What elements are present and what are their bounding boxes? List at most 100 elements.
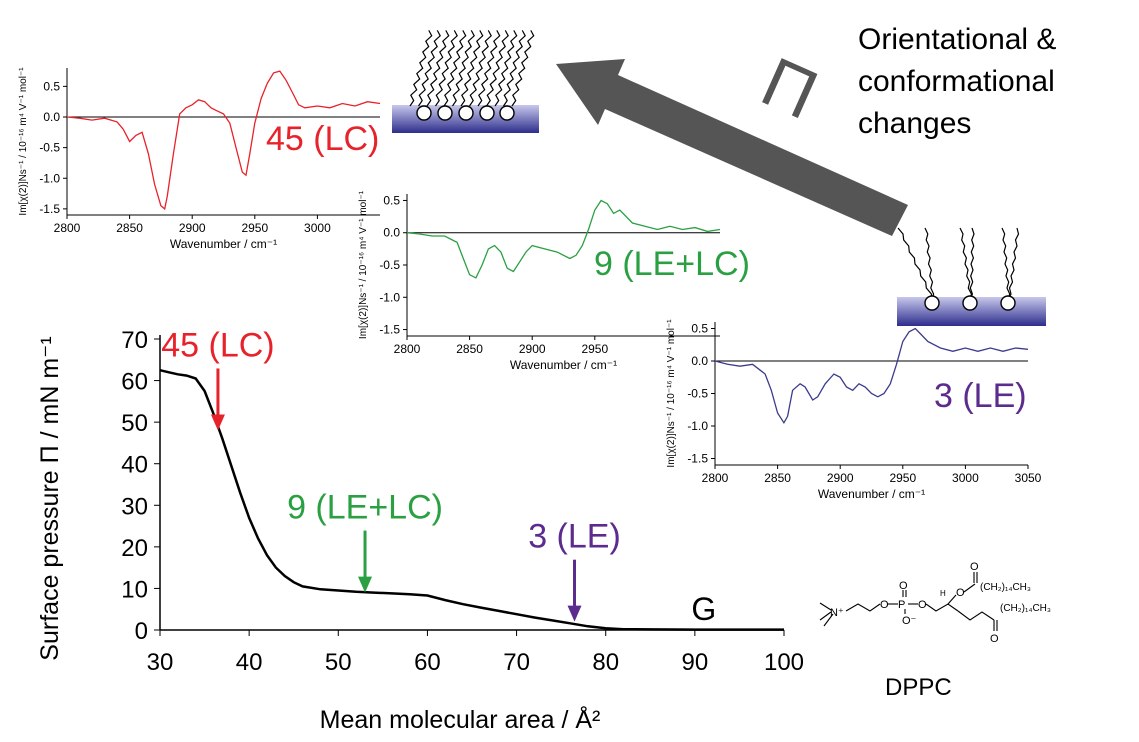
isotherm-y-tick-label: 40 [121, 452, 148, 479]
lc-alkyl-chain [452, 30, 475, 107]
spectrum-lc-y-tick-label: -1.0 [39, 171, 60, 185]
svg-text:O: O [899, 580, 908, 592]
le-headgroup [962, 295, 978, 311]
spectrum-lc-x-tick-label: 2950 [241, 221, 268, 235]
spectrum-lele-y-label: Im[χ(2)]Ns⁻¹ / 10⁻¹⁶ m⁴ V⁻¹ mol⁻¹ [358, 190, 369, 339]
isotherm-x-tick-label: 80 [592, 649, 619, 676]
orientation-text-line-2: conformational [858, 65, 1055, 98]
spectrum-lc-y-tick-label: 0.5 [43, 79, 60, 93]
spectrum-le-y-tick-label: -1.0 [687, 419, 708, 433]
lc-alkyl-chain [426, 30, 450, 107]
spectrum-le-y-tick-label: 0.5 [691, 322, 708, 336]
isotherm-annotation: G [691, 591, 716, 627]
spectrum-le-chart: 2800 2850 2900 2950 3000 3050 0.5 0.0 -0.5 -1.0 -1… [666, 319, 1042, 501]
dppc-structure: N⁺ O P O O⁻ O O O (CH₂)₁₄CH₃ H O (CH₂)₁₄… [819, 561, 1051, 645]
svg-text:H: H [940, 589, 946, 598]
isotherm-y-tick-label: 60 [121, 369, 148, 396]
spectrum-lele-x-label: Wavenumber / cm⁻¹ [510, 358, 617, 372]
isotherm-x-tick-label: 70 [503, 649, 530, 676]
isotherm-x-tick-label: 100 [764, 649, 804, 676]
spectrum-le-x-tick-label: 3050 [1015, 471, 1042, 485]
svg-text:O: O [970, 561, 979, 573]
spectrum-lc-x-tick-label: 3000 [304, 221, 331, 235]
spectrum-le-x-tick-label: 2900 [827, 471, 854, 485]
isotherm-y-tick-label: 50 [121, 410, 148, 437]
lc-alkyl-chain [477, 30, 501, 107]
isotherm-x-tick-label: 90 [682, 649, 709, 676]
spectrum-lele-y-tick-label: 0.0 [383, 226, 400, 240]
spectrum-lc-state-label: 45 (LC) [266, 120, 379, 158]
isotherm-x-tick-label: 60 [414, 649, 441, 676]
lc-alkyl-chain [503, 30, 526, 107]
spectrum-lc-y-tick-label: -1.5 [39, 202, 60, 216]
spectrum-lc-y-tick-label: 0.0 [43, 110, 60, 124]
isotherm-annotation-arrowhead [358, 576, 373, 593]
spectrum-lc-x-label: Wavenumber / cm⁻¹ [170, 237, 277, 251]
svg-text:O⁻: O⁻ [902, 615, 917, 627]
svg-text:O: O [990, 633, 999, 645]
lc-alkyl-chain [409, 30, 433, 107]
lc-alkyl-chain [460, 30, 484, 107]
le-alkyl-chain [969, 227, 975, 301]
svg-text:P: P [898, 599, 905, 611]
isotherm-y-tick-label: 70 [121, 327, 148, 354]
spectrum-lc-line [66, 70, 381, 211]
isotherm-annotation: 9 (LE+LC) [287, 489, 443, 527]
le-headgroup [1000, 295, 1016, 311]
isotherm-y-tick-label: 20 [121, 535, 148, 562]
lc-headgroup [416, 105, 432, 121]
le-alkyl-chain [1007, 227, 1020, 301]
spectrum-lele-y-tick-label: 0.5 [383, 193, 400, 207]
spectrum-lc-y-tick-label: -0.5 [39, 141, 60, 155]
spectrum-le-y-tick-label: 0.0 [691, 354, 708, 368]
spectrum-lele-y-tick-label: -1.0 [379, 290, 400, 304]
isotherm-y-tick-label: 10 [121, 576, 148, 603]
spectrum-le-y-tick-label: -1.5 [687, 452, 708, 466]
isotherm-x-label: Mean molecular area / Å² [320, 704, 601, 734]
spectrum-lele-x-tick-label: 2900 [519, 342, 546, 356]
spectrum-le-y-tick-label: -0.5 [687, 387, 708, 401]
dppc-n-plus: N⁺ [830, 607, 844, 619]
spectrum-lele-x-tick-label: 2950 [581, 342, 608, 356]
isotherm-y-tick-label: 30 [121, 493, 148, 520]
molecule-name: DPPC [885, 674, 952, 701]
pressure-symbol: Π [751, 42, 829, 134]
lc-alkyl-chain [494, 30, 518, 107]
isotherm-x-tick-label: 40 [236, 649, 263, 676]
le-alkyl-chain [1001, 227, 1011, 301]
lc-headgroup [479, 105, 495, 121]
spectrum-le-x-tick-label: 2800 [702, 471, 729, 485]
svg-text:(CH₂)₁₄CH₃: (CH₂)₁₄CH₃ [980, 582, 1031, 593]
spectrum-lc-x-tick-label: 2800 [54, 221, 81, 235]
orientation-text-line-1: Orientational & [858, 23, 1056, 56]
spectrum-lele-x-tick-label: 2850 [456, 342, 483, 356]
spectrum-le-x-tick-label: 2850 [764, 471, 791, 485]
isotherm-x-tick-label: 50 [325, 649, 352, 676]
le-alkyl-chain [959, 227, 973, 301]
isotherm-x-tick-label: 30 [147, 649, 174, 676]
le-monolayer-schematic [897, 227, 1046, 326]
lc-alkyl-chain [511, 30, 535, 107]
svg-text:(CH₂)₁₄CH₃: (CH₂)₁₄CH₃ [1000, 603, 1051, 614]
isotherm-annotation: 3 (LE) [528, 518, 621, 556]
spectrum-lc-chart: 2800 2850 2900 2950 3000 0.5 0.0 -0.5 -1.0 -1.5 Wa… [18, 67, 381, 251]
lc-monolayer-schematic [392, 30, 539, 133]
lc-headgroup [437, 105, 453, 121]
spectrum-lc-x-tick-label: 2850 [116, 221, 143, 235]
spectrum-le-x-tick-label: 2950 [889, 471, 916, 485]
spectrum-lele-y-tick-label: -1.5 [379, 323, 400, 337]
svg-text:O: O [956, 587, 965, 599]
isotherm-annotation-arrowhead [210, 414, 225, 431]
lc-alkyl-chain [486, 30, 509, 107]
spectrum-le-x-label: Wavenumber / cm⁻¹ [818, 487, 925, 501]
isotherm-y-label: Surface pressure Π / mN m⁻¹ [36, 336, 64, 660]
isotherm-annotation-arrowhead [567, 605, 582, 622]
le-headgroup [924, 295, 940, 311]
svg-text:O: O [880, 599, 889, 611]
spectrum-lc-x-tick-label: 2900 [179, 221, 206, 235]
le-alkyl-chain [924, 227, 935, 301]
lc-alkyl-chain [418, 30, 441, 107]
svg-text:O: O [918, 599, 927, 611]
spectrum-lele-chart: 2800 2850 2900 2950 0.5 0.0 -0.5 -1.0 -1.5 Wavenu… [358, 190, 750, 372]
